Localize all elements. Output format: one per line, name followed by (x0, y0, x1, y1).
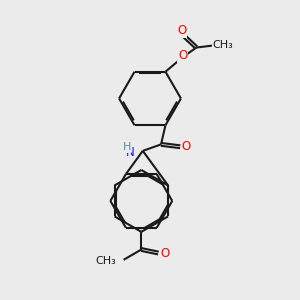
Text: H: H (122, 142, 131, 152)
Text: CH₃: CH₃ (95, 256, 116, 266)
Bar (104, 164, 178, 238)
Text: N: N (126, 146, 134, 159)
Text: O: O (182, 140, 191, 153)
Text: O: O (178, 49, 187, 62)
Text: O: O (177, 24, 186, 37)
Text: CH₃: CH₃ (212, 40, 233, 50)
Text: O: O (160, 247, 170, 260)
